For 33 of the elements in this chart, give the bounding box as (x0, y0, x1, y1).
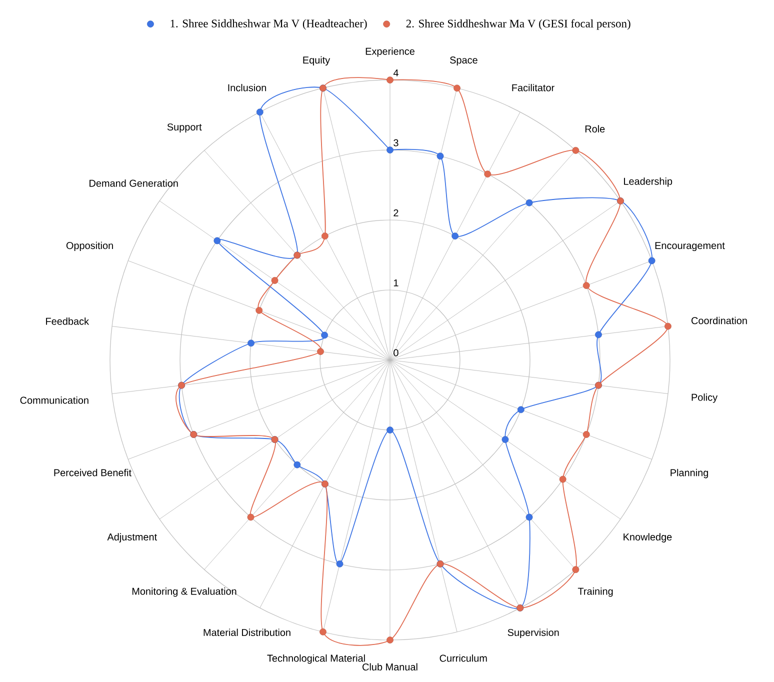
spoke-label: Perceived Benefit (54, 468, 132, 476)
spoke-label: Club Manual (362, 663, 418, 671)
legend-label: 1. Shree Siddheshwar Ma V (Headteacher) (170, 19, 367, 30)
spoke-label: Technological Material (267, 654, 365, 664)
y-tick-label: 0 (394, 349, 398, 356)
spoke-label: Curriculum (440, 654, 487, 662)
spoke-label: Leadership (624, 178, 672, 187)
spoke-label: Experience (366, 48, 414, 57)
spoke-label: Training (578, 587, 613, 597)
spoke-label: Encouragement (655, 242, 725, 252)
spoke-label: Demand Generation (90, 179, 178, 187)
spoke-label: Space (450, 56, 478, 66)
spoke-label: Adjustment (107, 533, 157, 542)
spoke-label: Inclusion (228, 84, 266, 92)
spoke-label: Policy (692, 394, 718, 403)
spoke-label: Feedback (46, 318, 90, 325)
y-tick-label: 2 (394, 209, 398, 216)
spoke-label: Material Distribution (204, 628, 290, 636)
spoke-label: Facilitator (512, 84, 554, 92)
y-tick-label: 3 (394, 139, 398, 146)
spoke-label: Monitoring & Evaluation (132, 587, 236, 597)
spoke-label: Support (167, 123, 202, 132)
spoke-label: Knowledge (624, 533, 672, 542)
y-tick-label: 1 (394, 279, 398, 286)
spoke-label: Communication (20, 396, 88, 404)
spoke-label: Supervision (508, 628, 559, 638)
y-tick-label: 4 (393, 69, 398, 76)
legend-label: 2. Shree Siddheshwar Ma V (GESI focal person) (406, 19, 630, 30)
spoke-label: Coordination (692, 316, 747, 324)
spoke-label: Opposition (66, 242, 113, 252)
spoke-label: Equity (303, 56, 330, 66)
spoke-label: Planning (670, 468, 708, 478)
spoke-label: Role (585, 125, 605, 132)
